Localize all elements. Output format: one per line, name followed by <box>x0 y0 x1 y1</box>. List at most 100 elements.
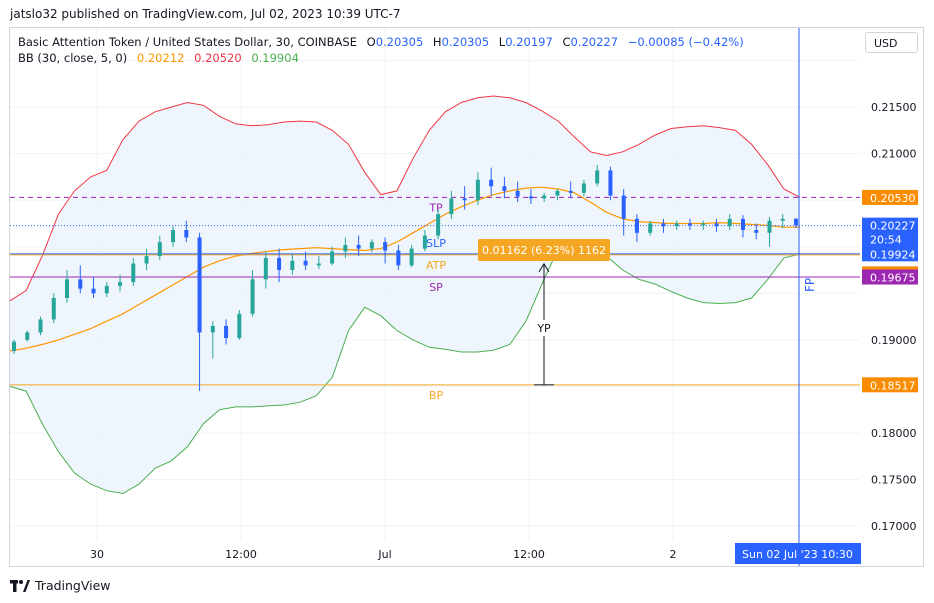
bb-lower-value: 0.19904 <box>251 51 299 65</box>
candle-body <box>754 230 759 233</box>
candle-body <box>210 325 215 333</box>
price-label-sub: 20:54 <box>870 234 902 247</box>
candle-body <box>422 235 427 249</box>
y-tick-label: 0.17500 <box>871 473 917 486</box>
time-label-box <box>735 543 861 564</box>
candle-body <box>436 214 441 236</box>
candle-body <box>144 256 149 264</box>
candle-body <box>263 257 268 280</box>
candle-body <box>687 223 692 226</box>
candle-body <box>184 230 189 238</box>
y-tick-label: 0.19000 <box>871 334 917 347</box>
candle-body <box>502 186 507 191</box>
measure-arrow <box>538 262 550 273</box>
low-value: 0.20197 <box>505 35 553 49</box>
candle-body <box>727 218 732 227</box>
y-tick-label: 0.21500 <box>871 101 917 114</box>
candle-body <box>51 297 56 320</box>
candle-body <box>131 263 136 283</box>
candle-body <box>369 242 374 249</box>
open-label: O <box>366 35 376 49</box>
candle-body <box>12 341 16 352</box>
candle-body <box>65 279 70 298</box>
high-value: 0.20305 <box>441 35 490 49</box>
candle-body <box>38 319 43 333</box>
candle-body <box>475 179 480 201</box>
candle-body <box>409 248 414 266</box>
symbol-title: Basic Attention Token / United States Do… <box>18 35 357 49</box>
candle-body <box>303 260 308 266</box>
measure-text-bg <box>533 320 555 336</box>
candle-body <box>515 190 520 197</box>
measure-box <box>478 239 610 261</box>
level-label: ATP <box>426 259 446 272</box>
x-tick-label: 30 <box>90 548 104 561</box>
price-label-text: 0.19675 <box>870 272 916 285</box>
candle-body <box>542 195 547 199</box>
currency-button[interactable]: USD <box>865 32 918 53</box>
candle-body <box>118 282 123 286</box>
candle-body <box>581 183 586 193</box>
candle-body <box>661 223 666 227</box>
price-label-text: 0.18517 <box>870 379 916 392</box>
level-label: SP <box>429 281 443 294</box>
candle-body <box>171 230 176 243</box>
level-label: SLP <box>426 237 446 250</box>
candle-body <box>78 279 83 289</box>
measure-text: YP <box>536 322 551 335</box>
candle-body <box>316 263 321 266</box>
footer-brand[interactable]: TradingView <box>10 578 111 593</box>
level-label: TP <box>428 201 443 214</box>
price-label-text: 0.20530 <box>870 192 916 205</box>
level-label: BP <box>429 389 444 402</box>
legend-bb[interactable]: BB (30, close, 5, 0) 0.20212 0.20520 0.1… <box>18 51 299 65</box>
candle-body <box>714 223 719 227</box>
candle-body <box>104 285 109 294</box>
y-tick-label: 0.21000 <box>871 148 917 161</box>
candle-body <box>608 170 613 196</box>
x-tick-label: 12:00 <box>513 548 545 561</box>
candle-body <box>383 242 388 251</box>
bb-fill <box>10 96 800 494</box>
published-caption: jatslo32 published on TradingView.com, J… <box>10 7 401 21</box>
close-label: C <box>562 35 571 49</box>
candle-body <box>780 218 785 221</box>
close-value: 0.20227 <box>570 35 619 49</box>
candle-body <box>157 242 162 257</box>
bb-upper-line <box>9 95 801 302</box>
open-value: 0.20305 <box>375 35 424 49</box>
measure-label: 0.01162 (6.23%) 1162 <box>482 244 606 257</box>
legend-ohlc: Basic Attention Token / United States Do… <box>18 35 744 49</box>
candle-body <box>674 223 679 227</box>
price-label-box <box>862 269 918 285</box>
candle-body <box>290 260 295 271</box>
price-label-box <box>862 217 918 248</box>
candle-body <box>794 218 798 226</box>
bb-basis-value: 0.20212 <box>136 51 185 65</box>
candle-body <box>648 223 653 233</box>
candle-body <box>555 190 560 196</box>
candle-body <box>237 313 242 338</box>
candle-body <box>91 288 96 294</box>
candle-body <box>356 244 361 249</box>
x-tick-label: 2 <box>670 548 677 561</box>
candle-body <box>343 244 348 252</box>
candle-body <box>568 190 573 193</box>
fp-label: FP <box>803 278 817 292</box>
x-tick-label: Jul <box>377 548 391 561</box>
candle-body <box>277 257 282 271</box>
candle-body <box>250 279 255 314</box>
candle-body <box>528 196 533 199</box>
high-label: H <box>432 35 442 49</box>
candle-body <box>449 198 454 215</box>
price-label-box <box>862 246 918 262</box>
candle-body <box>595 170 600 184</box>
chart-frame <box>9 27 924 567</box>
candle-body <box>740 218 745 231</box>
bb-upper-value: 0.20520 <box>194 51 242 65</box>
candle-body <box>701 223 706 226</box>
candle-body <box>462 198 467 201</box>
price-label-box <box>862 189 918 205</box>
y-tick-label: 0.18000 <box>871 427 917 440</box>
